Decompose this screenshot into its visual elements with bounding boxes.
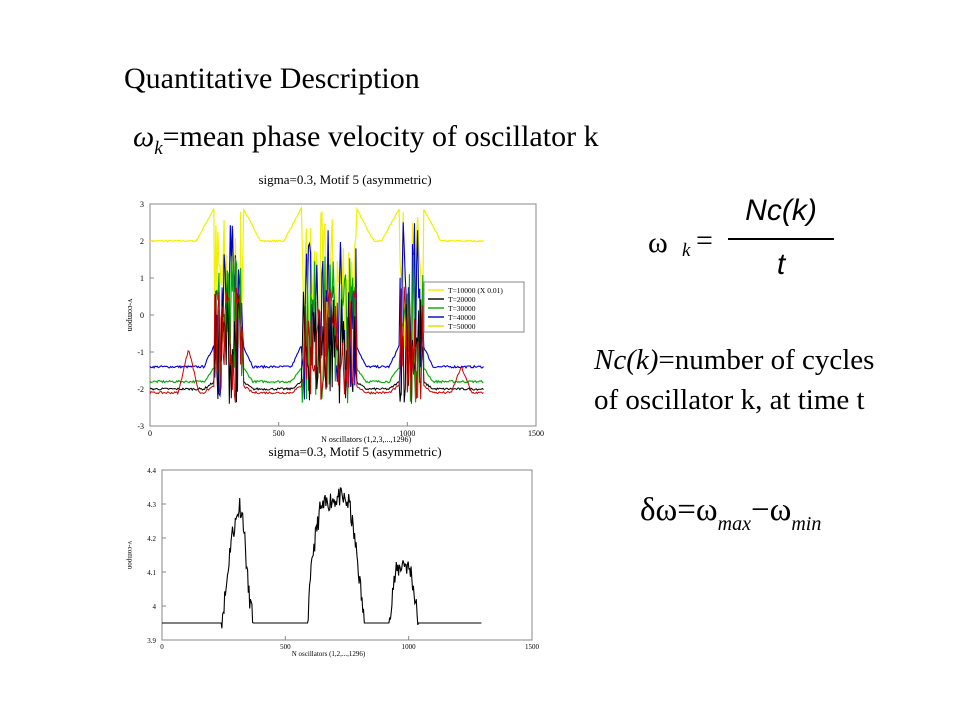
omega-min: ω	[769, 492, 792, 528]
series-line-red	[149, 286, 484, 404]
fraction-bar	[728, 238, 834, 240]
omega-formula: ω k = Nc(k) t	[648, 194, 848, 290]
formula-numerator: Nc(k)	[745, 194, 817, 227]
series-line-mean-velocity	[162, 487, 482, 629]
delta-omega-formula: δω=ωmax−ωmin	[640, 492, 821, 536]
formula-denominator: t	[776, 248, 786, 281]
series-line-T20000	[150, 290, 484, 404]
omega-max: ω	[695, 492, 718, 528]
nc-description: Nc(k)=number of cycles of oscillator k, …	[594, 340, 874, 420]
chart2-title: sigma=0.3, Motif 5 (asymmetric)	[268, 444, 442, 459]
max-subscript: max	[717, 513, 751, 535]
x-tick-label: 1500	[525, 643, 540, 651]
y-tick-label: 2	[140, 237, 144, 246]
omega-symbol: ω	[133, 120, 155, 153]
x-tick-label: 500	[280, 643, 291, 651]
formula-omega-sub: k	[682, 240, 691, 261]
x-axis-label: N oscillators (1,2,...,1296)	[292, 650, 366, 658]
y-tick-label: 3	[140, 200, 144, 209]
legend-label: T=40000	[448, 313, 476, 322]
plot-frame	[161, 469, 533, 641]
nc-line-1-rest: =number of cycles	[658, 344, 875, 376]
series-line-T40000	[149, 222, 484, 400]
legend-label: T=30000	[448, 304, 476, 313]
formula-equals: =	[696, 224, 713, 257]
nc-term: Nc(k)	[594, 344, 659, 376]
y-tick-label: -2	[137, 385, 144, 394]
x-tick-label: 500	[273, 429, 285, 438]
x-tick-label: 1500	[528, 429, 544, 438]
min-subscript: min	[791, 513, 822, 535]
y-tick-label: 4.4	[147, 467, 156, 475]
legend-label: T=20000	[448, 295, 476, 304]
y-tick-label: 4.3	[147, 501, 156, 509]
chart2-mean-velocity: 0 500 1000 1500 3.9 4 4.1 4.2 4.3 4.4 N oscillator…	[126, 467, 540, 658]
y-tick-label: 0	[140, 311, 144, 320]
subtitle-text: =mean phase velocity of oscillator k	[162, 120, 599, 153]
x-tick-label: 0	[148, 429, 152, 438]
y-tick-label: 4.2	[147, 535, 156, 543]
y-axis-label: v-compon	[126, 541, 134, 570]
legend-label: T=10000 (X 0.01)	[448, 286, 503, 295]
y-tick-label: -1	[137, 348, 144, 357]
chart1-phase-velocity: 0 500 1000 1500 -3 -2 -1 0 1 2 3 N oscillators (1,2…	[126, 200, 544, 444]
y-tick-label: 4.1	[147, 569, 156, 577]
omega-subscript: k	[154, 138, 163, 159]
x-tick-label: 1000	[402, 643, 417, 651]
y-tick-label: 3.9	[147, 637, 156, 645]
y-tick-label: 4	[153, 603, 157, 611]
formula-omega-lhs: ω	[648, 226, 668, 259]
x-axis-label: N oscillators (1,2,3,...,1296)	[321, 435, 411, 444]
y-tick-label: 1	[140, 274, 144, 283]
chart1-title: sigma=0.3, Motif 5 (asymmetric)	[258, 172, 432, 187]
y-axis-label: v-compon	[126, 299, 135, 331]
minus-sign: −	[750, 492, 770, 528]
legend-label: T=50000	[448, 322, 476, 331]
series-line-T10000	[149, 205, 484, 360]
y-tick-label: -3	[137, 422, 144, 431]
delta-omega-lhs: δω	[640, 492, 678, 528]
delta-equals: =	[677, 492, 696, 528]
x-tick-label: 1000	[399, 429, 415, 438]
nc-line-1: Nc(k)=number of cycles	[594, 340, 874, 380]
slide-subtitle: ωk=mean phase velocity of oscillator k	[133, 120, 599, 160]
slide-title: Quantitative Description	[124, 62, 420, 95]
x-tick-label: 0	[160, 643, 164, 651]
nc-line-2: of oscillator k, at time t	[594, 384, 865, 416]
